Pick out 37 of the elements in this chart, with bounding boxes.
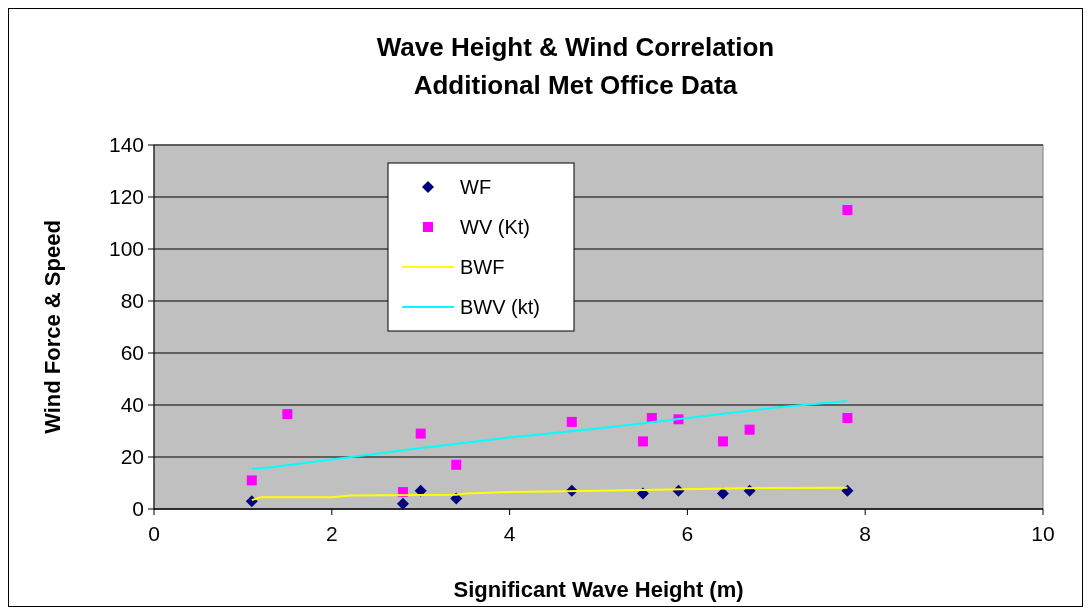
y-tick-label: 100 xyxy=(108,237,144,261)
x-axis-title: Significant Wave Height (m) xyxy=(453,577,744,602)
point xyxy=(451,459,462,470)
point xyxy=(282,409,293,420)
x-tick-label: 0 xyxy=(148,522,160,545)
y-axis-title: Wind Force & Speed xyxy=(40,220,65,434)
x-tick-label: 8 xyxy=(859,522,872,545)
y-tick-label: 40 xyxy=(120,393,144,417)
chart-title: Wave Height & Wind Correlation xyxy=(376,32,775,62)
y-tick-label: 140 xyxy=(108,133,144,157)
y-tick-label: 60 xyxy=(120,341,144,365)
legend-label: BWV (kt) xyxy=(460,296,540,318)
point xyxy=(637,436,648,447)
point xyxy=(842,205,853,215)
y-tick-label: 0 xyxy=(132,497,144,521)
x-tick-label: 2 xyxy=(325,522,338,545)
point xyxy=(841,484,854,497)
point xyxy=(246,475,257,486)
y-tick-label: 80 xyxy=(120,289,144,313)
point xyxy=(716,487,729,500)
y-tick-label: 20 xyxy=(120,445,144,469)
point xyxy=(566,416,577,427)
legend-label: BWF xyxy=(460,256,505,278)
y-tick-label: 120 xyxy=(108,185,144,209)
chart-subtitle: Additional Met Office Data xyxy=(413,70,738,100)
point xyxy=(415,428,426,439)
point xyxy=(717,436,728,447)
point xyxy=(396,497,409,510)
point xyxy=(744,424,755,435)
line-series xyxy=(250,400,849,470)
legend-label: WV (Kt) xyxy=(460,216,530,238)
point xyxy=(842,413,853,423)
x-tick-label: 4 xyxy=(503,522,516,545)
point xyxy=(245,495,258,508)
legend-label: WF xyxy=(460,176,492,198)
x-tick-label: 6 xyxy=(681,522,694,545)
x-tick-label: 10 xyxy=(1031,522,1055,545)
